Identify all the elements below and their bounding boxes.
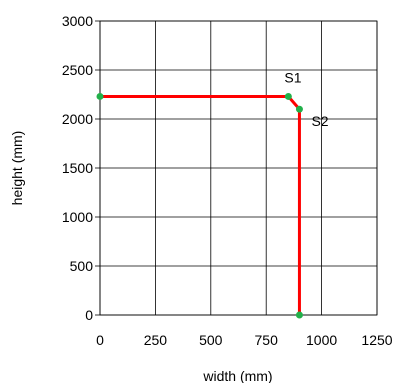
tick-labels: 0 250 500 750 1000 1250 0 500 1000 1500 2000 2500 30… bbox=[62, 13, 393, 348]
y-axis-label: height (mm) bbox=[9, 131, 25, 206]
x-tick-label: 750 bbox=[255, 332, 279, 348]
series-layer bbox=[96, 92, 303, 319]
point-annotation: S2 bbox=[311, 113, 328, 129]
data-point bbox=[295, 105, 303, 113]
y-tick-label: 0 bbox=[85, 307, 93, 323]
y-tick-label: 500 bbox=[70, 258, 94, 274]
data-point bbox=[96, 92, 104, 100]
point-annotation: S1 bbox=[284, 69, 301, 85]
data-point bbox=[295, 311, 303, 319]
y-tick-label: 2500 bbox=[62, 62, 93, 78]
series-line bbox=[100, 94, 301, 315]
y-tick-label: 1500 bbox=[62, 160, 93, 176]
y-tick-label: 3000 bbox=[62, 13, 93, 29]
y-tick-label: 2000 bbox=[62, 111, 93, 127]
y-tick-label: 1000 bbox=[62, 209, 93, 225]
grid bbox=[95, 20, 378, 316]
data-point bbox=[284, 92, 292, 100]
x-tick-label: 250 bbox=[144, 332, 168, 348]
x-tick-label: 0 bbox=[96, 332, 104, 348]
x-tick-label: 500 bbox=[199, 332, 223, 348]
annotations: S1 S2 bbox=[284, 69, 328, 129]
x-tick-label: 1250 bbox=[361, 332, 392, 348]
x-tick-label: 1000 bbox=[306, 332, 337, 348]
x-axis-label: width (mm) bbox=[202, 368, 272, 383]
